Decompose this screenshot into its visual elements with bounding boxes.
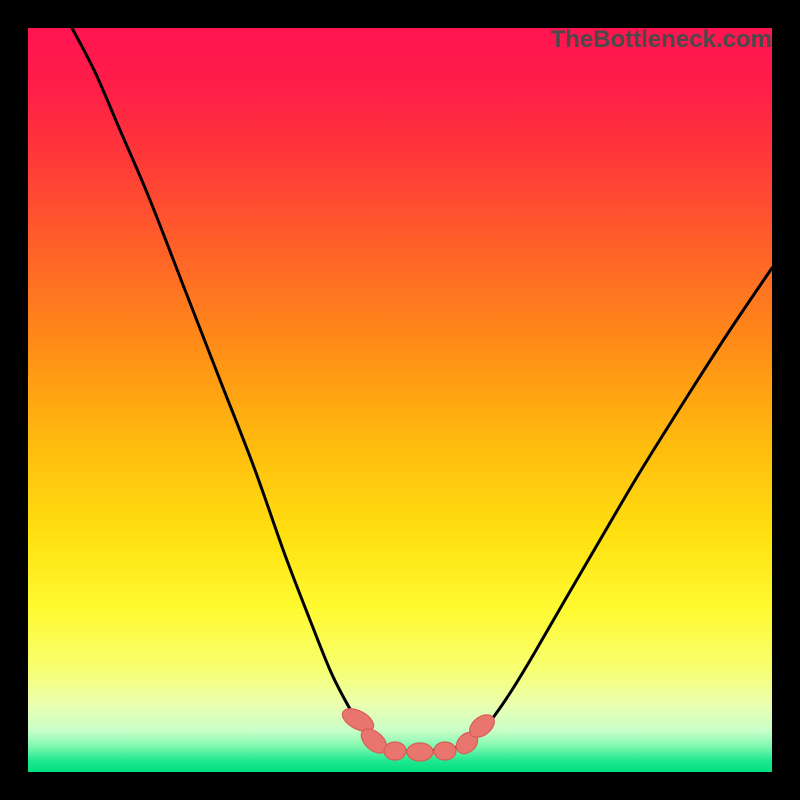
watermark-text: TheBottleneck.com	[551, 26, 772, 54]
chart-plot-area	[28, 28, 772, 772]
